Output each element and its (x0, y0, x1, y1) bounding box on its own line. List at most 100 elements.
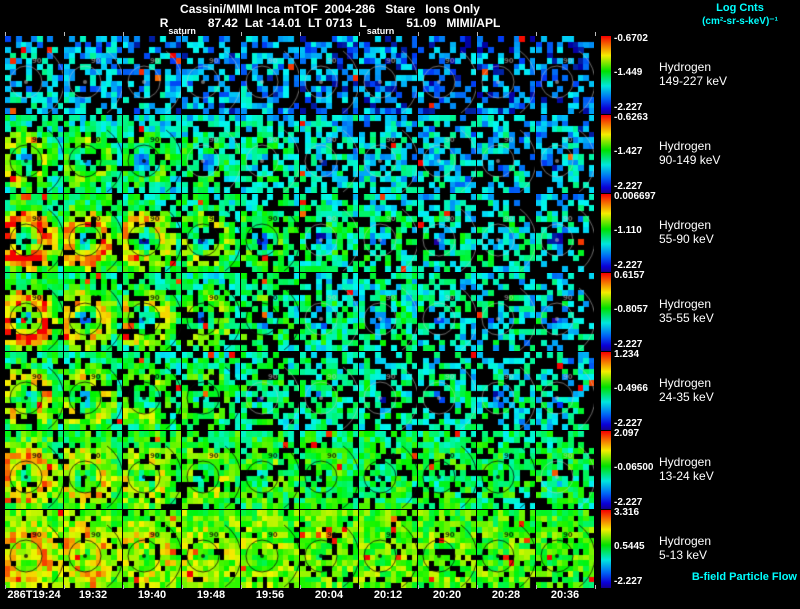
ion-image-panel-row3-t9 (536, 273, 594, 351)
axis-tick (418, 585, 419, 589)
colorbar-row6 (601, 510, 611, 588)
ion-image-panel-row6-t1 (64, 510, 122, 588)
ion-image-panel-row5-t5 (300, 431, 358, 509)
ion-image-panel-row6-t4 (241, 510, 299, 588)
species-label: Hydrogen (659, 455, 712, 469)
colorbar-min-label: -2.227 (614, 339, 643, 350)
ion-image-panel-row3-t7 (418, 273, 476, 351)
ion-image-panel-row5-t0 (5, 431, 63, 509)
time-tick-label: 19:40 (137, 589, 167, 601)
ion-image-panel-row2-t4 (241, 194, 299, 272)
axis-tick (182, 585, 183, 589)
colorbar-min-label: -2.227 (614, 418, 643, 429)
time-tick-label: 19:56 (255, 589, 285, 601)
colorbar-max-label: -0.6702 (614, 33, 648, 44)
ion-image-panel-row1-t8 (477, 115, 535, 193)
time-tick-label: 20:04 (314, 589, 344, 601)
ion-image-panel-row0-t8 (477, 36, 535, 114)
ion-image-panel-row1-t4 (241, 115, 299, 193)
ion-image-panel-row4-t3 (182, 352, 240, 430)
lat-label: Lat (244, 16, 263, 30)
ion-image-panel-row2-t1 (64, 194, 122, 272)
ion-image-panel-row0-t1 (64, 36, 122, 114)
ion-image-panel-row5-t4 (241, 431, 299, 509)
colorbar-min-label: -2.227 (614, 102, 643, 113)
axis-tick (64, 585, 65, 589)
row-label-6: Hydrogen 5-13 keV (659, 534, 711, 562)
axis-tick (418, 32, 419, 36)
row-label-3: Hydrogen 35-55 keV (659, 297, 714, 325)
time-tick-label: 20:28 (491, 589, 521, 601)
ion-image-panel-row4-t2 (123, 352, 181, 430)
time-tick-label: 19:32 (78, 589, 108, 601)
ion-image-panel-row1-t9 (536, 115, 594, 193)
l-value: 51.09 (406, 16, 437, 30)
energy-band-label: 149-227 keV (659, 74, 728, 88)
axis-tick (477, 32, 478, 36)
ion-image-panel-row1-t3 (182, 115, 240, 193)
l-saturn-subscript: saturn (366, 26, 395, 37)
axis-tick (359, 585, 360, 589)
colorbar-row4 (601, 352, 611, 430)
r-value: 87.42 (207, 16, 238, 30)
ion-image-panel-row0-t3 (182, 36, 240, 114)
ion-image-panel-row4-t8 (477, 352, 535, 430)
time-tick-label: 20:20 (432, 589, 462, 601)
ion-image-panel-row0-t4 (241, 36, 299, 114)
ion-image-panel-row4-t7 (418, 352, 476, 430)
colorbar-mid-label: -1.449 (614, 67, 643, 78)
time-tick-label: 19:48 (196, 589, 226, 601)
colorbar-row3 (601, 273, 611, 351)
ion-image-panel-row4-t5 (300, 352, 358, 430)
colorbar-max-label: 2.097 (614, 428, 640, 439)
bfield-particle-flow-label: B-field Particle Flow (691, 571, 797, 583)
ion-image-panel-row3-t6 (359, 273, 417, 351)
colorbar-title: Log Cnts (cm²-sr-s-keV)⁻¹ (684, 2, 796, 27)
ion-image-panel-row4-t4 (241, 352, 299, 430)
axis-tick (241, 32, 242, 36)
axis-tick (123, 585, 124, 589)
species-label: Hydrogen (659, 297, 712, 311)
time-tick-label: 20:36 (550, 589, 580, 601)
axis-tick (300, 585, 301, 589)
ion-image-panel-row1-t5 (300, 115, 358, 193)
species-label: Hydrogen (659, 218, 712, 232)
energy-band-label: 90-149 keV (659, 153, 721, 167)
species-label: Hydrogen (659, 139, 712, 153)
ion-image-panel-row6-t9 (536, 510, 594, 588)
energy-band-label: 55-90 keV (659, 232, 714, 246)
ion-image-panel-row0-t6 (359, 36, 417, 114)
ion-image-panel-row5-t3 (182, 431, 240, 509)
colorbar-row1 (601, 115, 611, 193)
ion-image-panel-row5-t8 (477, 431, 535, 509)
lt-value: 0713 (325, 16, 353, 30)
ion-image-panel-row5-t1 (64, 431, 122, 509)
colorbar-mid-label: -0.8057 (614, 304, 648, 315)
colorbar-row0 (601, 36, 611, 114)
ion-image-panel-row3-t8 (477, 273, 535, 351)
lat-value: -14.01 (266, 16, 301, 30)
ion-image-panel-row5-t7 (418, 431, 476, 509)
ion-image-panel-row1-t1 (64, 115, 122, 193)
colorbar-max-label: 0.006697 (614, 191, 656, 202)
ion-image-panel-row6-t0 (5, 510, 63, 588)
axis-tick (5, 32, 6, 36)
ion-image-panel-row3-t5 (300, 273, 358, 351)
ion-image-panel-row3-t0 (5, 273, 63, 351)
row-label-5: Hydrogen 13-24 keV (659, 455, 714, 483)
r-label: R (159, 16, 169, 30)
ion-image-panel-row4-t0 (5, 352, 63, 430)
axis-tick (64, 32, 65, 36)
row-label-0: Hydrogen 149-227 keV (659, 60, 727, 88)
colorbar-max-label: 3.316 (614, 507, 640, 518)
row-label-1: Hydrogen 90-149 keV (659, 139, 720, 167)
ion-image-panel-row6-t7 (418, 510, 476, 588)
ion-image-panel-row2-t5 (300, 194, 358, 272)
axis-tick (182, 32, 183, 36)
time-tick-label: 286T19:24 (7, 589, 61, 601)
row-label-2: Hydrogen 55-90 keV (659, 218, 714, 246)
ion-image-panel-row5-t6 (359, 431, 417, 509)
ion-image-panel-row0-t0 (5, 36, 63, 114)
